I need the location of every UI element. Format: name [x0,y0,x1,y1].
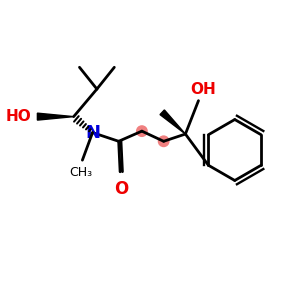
Polygon shape [38,113,74,120]
Circle shape [158,136,169,146]
Polygon shape [160,110,185,134]
Circle shape [137,126,147,136]
Text: OH: OH [190,82,216,97]
Text: O: O [114,180,129,198]
Text: CH₃: CH₃ [69,166,92,179]
Text: HO: HO [5,109,31,124]
Text: N: N [85,124,100,142]
